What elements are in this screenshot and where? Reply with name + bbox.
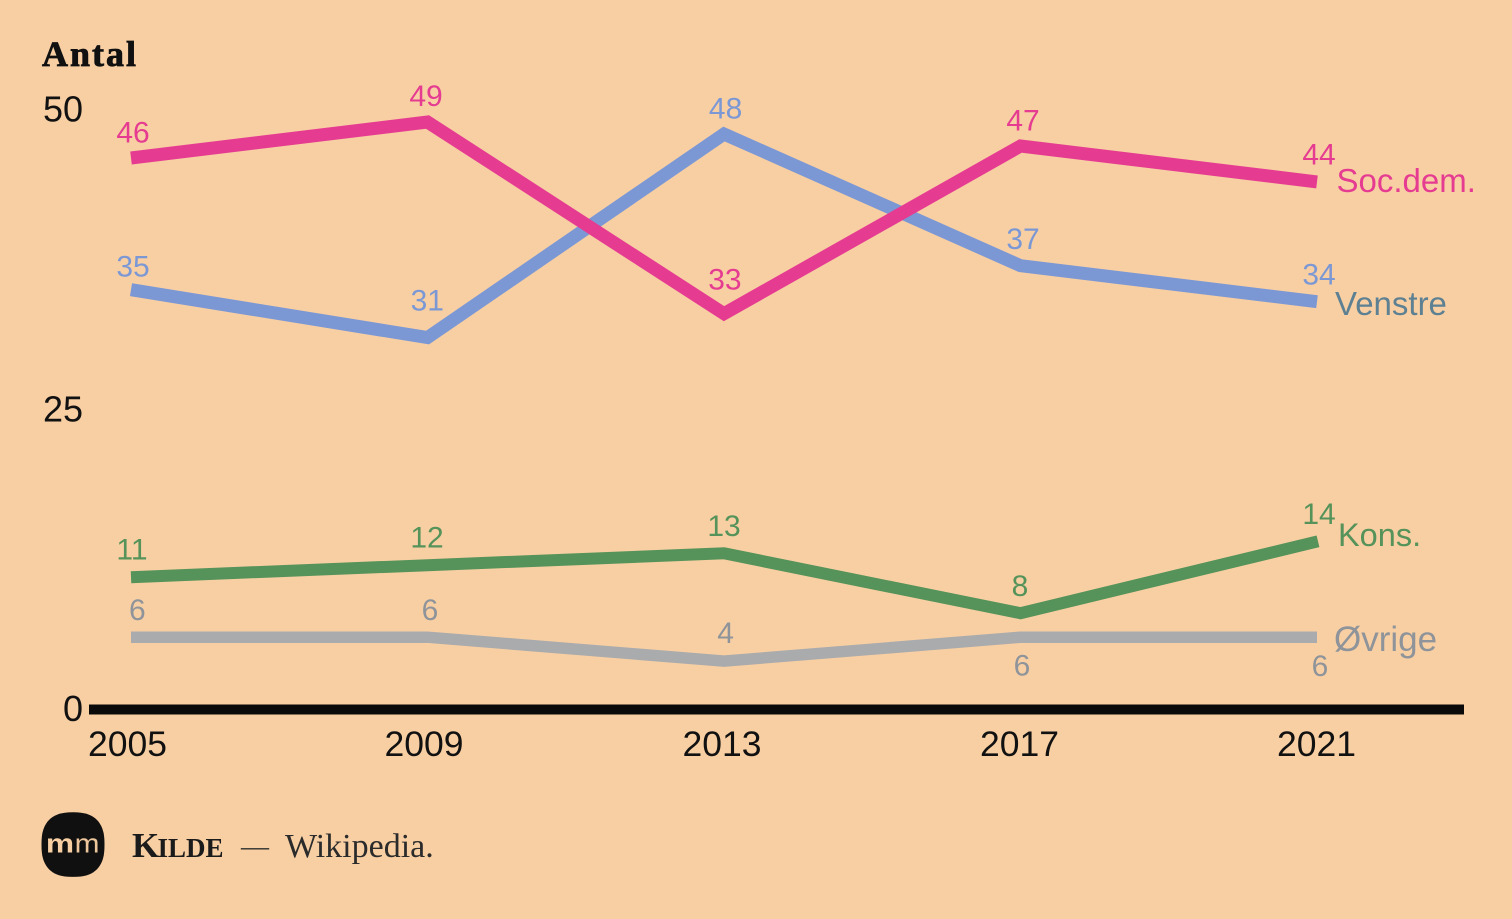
svg-text:6: 6 [1014,650,1031,683]
svg-text:m: m [46,829,74,859]
svg-text:2005: 2005 [88,724,167,764]
svg-text:11: 11 [116,534,147,567]
svg-text:6: 6 [129,594,146,627]
svg-text:—: — [240,832,270,863]
svg-text:47: 47 [1006,105,1039,138]
svg-text:49: 49 [409,80,442,113]
svg-text:K: K [132,826,159,865]
svg-text:50: 50 [43,89,83,130]
svg-text:31: 31 [411,284,444,317]
svg-text:33: 33 [708,264,741,297]
svg-text:Øvrige: Øvrige [1334,620,1437,659]
svg-text:Wikipedia.: Wikipedia. [285,828,434,865]
svg-text:Venstre: Venstre [1335,285,1447,322]
svg-text:14: 14 [1302,498,1335,531]
svg-text:0: 0 [63,688,83,729]
svg-text:4: 4 [717,617,734,650]
svg-text:12: 12 [410,522,443,555]
svg-text:37: 37 [1006,223,1039,256]
svg-text:2013: 2013 [683,724,762,764]
svg-text:2009: 2009 [385,724,464,764]
svg-text:Antal: Antal [42,34,138,74]
svg-text:35: 35 [116,250,149,283]
svg-text:13: 13 [707,510,740,543]
svg-text:ILDE: ILDE [158,833,224,863]
svg-text:46: 46 [116,116,149,149]
svg-text:48: 48 [709,92,742,125]
svg-text:6: 6 [1312,650,1329,683]
svg-text:44: 44 [1302,138,1335,171]
svg-text:2021: 2021 [1277,724,1356,764]
svg-text:Soc.dem.: Soc.dem. [1337,162,1476,199]
svg-text:Kons.: Kons. [1338,517,1421,553]
svg-text:2017: 2017 [980,724,1059,764]
svg-text:8: 8 [1012,570,1029,603]
svg-text:6: 6 [422,594,439,627]
svg-text:34: 34 [1302,258,1335,291]
svg-text:25: 25 [43,389,83,430]
svg-text:m: m [75,829,100,859]
